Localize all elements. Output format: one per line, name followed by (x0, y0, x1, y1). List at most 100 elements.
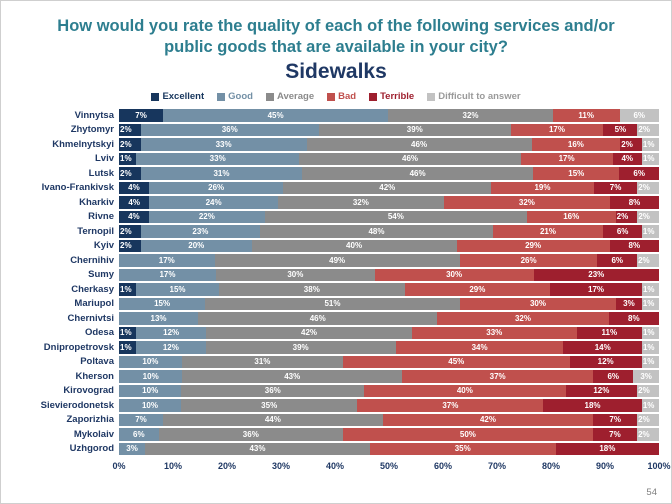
bar-segment-excellent: 1% (119, 283, 137, 296)
segment-label: 2% (120, 168, 132, 178)
segment-label: 35% (454, 444, 471, 454)
bar-segment-bad: 32% (443, 196, 610, 209)
segment-label: 8% (628, 197, 641, 207)
bar-segment-good: 24% (149, 196, 278, 209)
segment-label: 2% (638, 255, 650, 265)
segment-label: 44% (264, 415, 281, 425)
bar-segment-average: 46% (198, 312, 438, 325)
bar-segment-dk: 1% (641, 355, 660, 369)
chart-row: Kharkiv 4% 24% 32% 32% 8% (9, 195, 659, 210)
segment-label: 45% (267, 110, 284, 120)
segment-label: 38% (303, 284, 320, 294)
bar-segment-dk: 2% (637, 210, 659, 224)
city-label: Mykolaiv (73, 428, 114, 440)
bar-segment-good: 33% (140, 138, 307, 151)
bar-segment-terrible: 8% (609, 239, 659, 253)
bar-segment-bad: 40% (364, 384, 566, 398)
bar-segment-average: 46% (301, 167, 534, 180)
segment-label: 43% (284, 371, 301, 381)
question-title-line2: public goods that are available in your … (164, 38, 508, 57)
bar-segment-good: 6% (119, 428, 159, 441)
legend-label: Excellent (162, 91, 205, 103)
legend-swatch-terrible (369, 92, 378, 101)
bar-segment-average: 43% (182, 370, 403, 383)
bar: 4% 22% 54% 16% 2% 2% (119, 210, 659, 224)
bar-segment-good: 15% (136, 283, 219, 296)
segment-label: 1% (120, 154, 132, 164)
segment-label: 15% (169, 284, 186, 294)
bar-segment-terrible: 18% (543, 399, 642, 412)
bar-segment-average: 39% (205, 341, 396, 354)
city-label: Chernihiv (70, 254, 114, 266)
segment-label: 1% (120, 342, 132, 352)
bar-segment-average: 40% (251, 239, 457, 253)
bar-segment-excellent: 4% (119, 210, 149, 224)
segment-label: 29% (525, 241, 542, 251)
bar-segment-dk: 2% (637, 254, 659, 267)
bar-segment-terrible: 5% (603, 123, 638, 137)
city-label: Uzhgorod (69, 443, 114, 455)
bar-segment-good: 10% (119, 384, 182, 398)
bar-segment-bad: 29% (404, 283, 551, 296)
segment-label: 5% (614, 125, 627, 135)
legend-swatch-excellent (151, 92, 160, 101)
segment-label: 31% (254, 357, 271, 367)
segment-label: 7% (135, 110, 147, 120)
segment-label: 1% (642, 139, 655, 149)
chart-row: Ivano-Frankivsk 4% 26% 42% 19% 7% 2% (9, 181, 659, 196)
segment-label: 36% (221, 125, 238, 135)
bar-segment-average: 46% (299, 152, 521, 166)
bar: 17% 30% 30% 23% (119, 268, 659, 282)
segment-label: 46% (309, 313, 326, 323)
segment-label: 1% (642, 328, 655, 338)
bar-segment-terrible: 12% (565, 384, 638, 398)
bar: 10% 35% 37% 18% 1% (119, 399, 659, 412)
city-label: Sievierodonetsk (40, 399, 114, 411)
city-label: Rivne (88, 211, 114, 223)
segment-label: 23% (588, 270, 605, 280)
segment-label: 6% (633, 110, 646, 120)
segment-label: 2% (638, 386, 650, 396)
legend-item-dk: Difficult to answer (427, 91, 521, 102)
bar-segment-bad: 15% (533, 167, 620, 180)
segment-label: 7% (609, 183, 622, 193)
city-label: Sumy (88, 269, 114, 281)
segment-label: 10% (142, 386, 159, 396)
bar-segment-terrible: 17% (550, 283, 642, 296)
segment-label: 3% (126, 444, 138, 454)
segment-label: 34% (471, 342, 488, 352)
bar-segment-average: 36% (181, 384, 365, 398)
bar-segment-good: 22% (148, 210, 265, 224)
segment-label: 30% (529, 299, 546, 309)
bar-segment-bad: 16% (531, 138, 621, 151)
bar-segment-bad: 50% (342, 428, 593, 441)
bar: 2% 31% 46% 15% 6% (119, 167, 659, 180)
bar-segment-good: 12% (136, 326, 207, 340)
bar-segment-excellent: 2% (119, 239, 142, 253)
bar: 1% 12% 42% 33% 11% 1% (119, 326, 660, 340)
segment-label: 4% (128, 197, 140, 207)
segment-label: 30% (287, 270, 304, 280)
bar: 10% 31% 45% 12% 1% (119, 355, 660, 369)
segment-label: 2% (616, 212, 629, 222)
bar-segment-good: 26% (148, 181, 284, 195)
bar-segment-dk: 1% (641, 297, 659, 311)
bar-segment-average: 30% (215, 268, 375, 282)
bar-segment-bad: 21% (492, 225, 604, 238)
legend-item-terrible: Terrible (369, 91, 414, 102)
segment-label: 26% (208, 183, 225, 193)
segment-label: 10% (142, 357, 159, 367)
bar-segment-dk: 1% (641, 399, 659, 412)
segment-label: 15% (154, 299, 171, 309)
bar-segment-bad: 34% (395, 341, 564, 354)
bar-segment-good: 10% (119, 370, 183, 383)
bar-segment-average: 54% (264, 210, 527, 224)
bar: 6% 36% 50% 7% 2% (119, 428, 660, 441)
bar-segment-good: 3% (119, 442, 146, 456)
bar-segment-dk: 2% (637, 181, 659, 195)
city-label: Kyiv (93, 240, 114, 252)
segment-label: 23% (192, 226, 209, 236)
bar-segment-excellent: 1% (119, 341, 137, 354)
segment-label: 12% (163, 328, 180, 338)
segment-label: 3% (623, 299, 635, 309)
